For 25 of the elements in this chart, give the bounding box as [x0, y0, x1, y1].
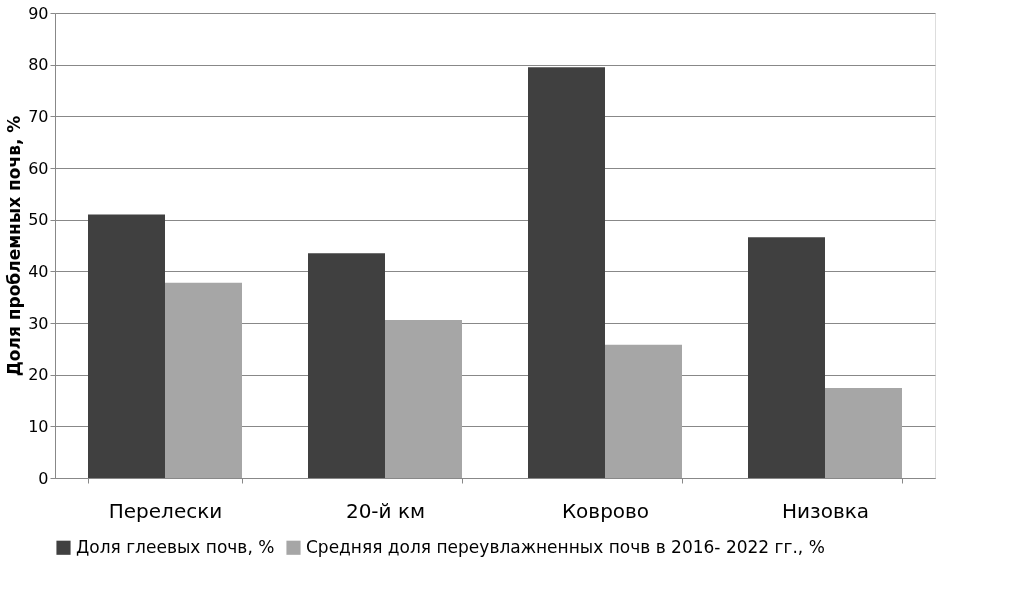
- x-tick-label: Коврово: [561, 498, 650, 523]
- bar: [825, 388, 902, 478]
- legend-label: Средняя доля переувлажненных почв в 2016- 2022 гг., %: [306, 536, 825, 557]
- bar: [605, 344, 682, 478]
- bar: [88, 214, 165, 478]
- y-tick-label: 80: [28, 55, 49, 75]
- y-tick-label: 0: [38, 468, 49, 488]
- y-tick-label: 20: [28, 365, 49, 385]
- bar: [308, 253, 385, 478]
- x-tick-label: Перелески: [108, 498, 223, 523]
- bar: [385, 319, 462, 478]
- bar: [528, 67, 605, 478]
- x-tick-label: 20-й км: [345, 498, 426, 523]
- y-tick-label: 10: [28, 416, 49, 436]
- bar: [748, 237, 825, 478]
- y-tick-label: 30: [28, 313, 49, 333]
- bar: [165, 282, 242, 478]
- y-axis-title: Доля проблемных почв, %: [4, 115, 25, 377]
- y-tick-label: 70: [28, 106, 49, 126]
- y-tick-label: 60: [28, 158, 49, 178]
- y-tick-label: 90: [28, 3, 49, 23]
- legend-label: Доля глеевых почв, %: [76, 536, 275, 557]
- y-tick-label: 40: [28, 261, 49, 281]
- x-tick-label: Низовка: [781, 498, 870, 523]
- y-tick-label: 50: [28, 210, 49, 230]
